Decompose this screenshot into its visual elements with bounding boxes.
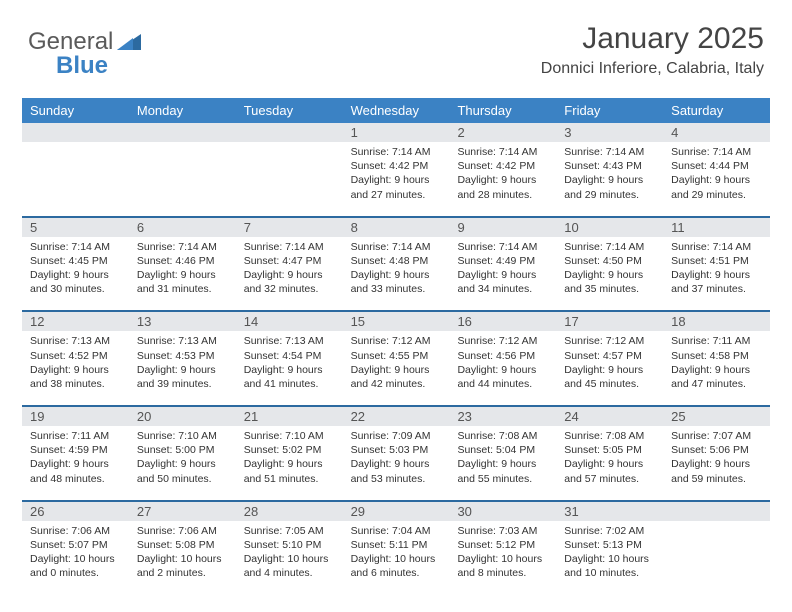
day-header-row: Sunday Monday Tuesday Wednesday Thursday…: [22, 98, 770, 123]
day-number: [663, 502, 770, 521]
day-body: Sunrise: 7:13 AM Sunset: 4:53 PM Dayligh…: [129, 331, 236, 393]
day-body-row: Sunrise: 7:06 AM Sunset: 5:07 PM Dayligh…: [22, 521, 770, 583]
day-body: [236, 142, 343, 204]
day-number: 29: [343, 502, 450, 521]
day-body: Sunrise: 7:06 AM Sunset: 5:07 PM Dayligh…: [22, 521, 129, 583]
day-body: Sunrise: 7:08 AM Sunset: 5:04 PM Dayligh…: [449, 426, 556, 488]
day-header: Tuesday: [236, 98, 343, 123]
day-number: 11: [663, 218, 770, 237]
day-number: 5: [22, 218, 129, 237]
day-body: Sunrise: 7:14 AM Sunset: 4:49 PM Dayligh…: [449, 237, 556, 299]
day-body: Sunrise: 7:06 AM Sunset: 5:08 PM Dayligh…: [129, 521, 236, 583]
day-body: Sunrise: 7:02 AM Sunset: 5:13 PM Dayligh…: [556, 521, 663, 583]
day-header: Wednesday: [343, 98, 450, 123]
day-body: [129, 142, 236, 204]
day-number-row: 262728293031: [22, 500, 770, 521]
day-number: 19: [22, 407, 129, 426]
day-body: Sunrise: 7:12 AM Sunset: 4:56 PM Dayligh…: [449, 331, 556, 393]
day-body: Sunrise: 7:10 AM Sunset: 5:00 PM Dayligh…: [129, 426, 236, 488]
day-body-row: Sunrise: 7:13 AM Sunset: 4:52 PM Dayligh…: [22, 331, 770, 393]
day-number: 15: [343, 312, 450, 331]
day-body: Sunrise: 7:03 AM Sunset: 5:12 PM Dayligh…: [449, 521, 556, 583]
day-body: Sunrise: 7:12 AM Sunset: 4:55 PM Dayligh…: [343, 331, 450, 393]
day-body: Sunrise: 7:11 AM Sunset: 4:59 PM Dayligh…: [22, 426, 129, 488]
day-number: 13: [129, 312, 236, 331]
day-number: 1: [343, 123, 450, 142]
day-number: 21: [236, 407, 343, 426]
day-number: 17: [556, 312, 663, 331]
day-body: Sunrise: 7:14 AM Sunset: 4:45 PM Dayligh…: [22, 237, 129, 299]
month-title: January 2025: [541, 22, 764, 56]
day-body: Sunrise: 7:08 AM Sunset: 5:05 PM Dayligh…: [556, 426, 663, 488]
day-header: Friday: [556, 98, 663, 123]
header-right: January 2025 Donnici Inferiore, Calabria…: [541, 22, 764, 78]
day-body: Sunrise: 7:14 AM Sunset: 4:48 PM Dayligh…: [343, 237, 450, 299]
day-number: 24: [556, 407, 663, 426]
day-header: Thursday: [449, 98, 556, 123]
day-number: 27: [129, 502, 236, 521]
day-body: Sunrise: 7:05 AM Sunset: 5:10 PM Dayligh…: [236, 521, 343, 583]
day-number: 20: [129, 407, 236, 426]
day-number: [22, 123, 129, 142]
day-number: 18: [663, 312, 770, 331]
day-body: Sunrise: 7:14 AM Sunset: 4:50 PM Dayligh…: [556, 237, 663, 299]
day-body: Sunrise: 7:07 AM Sunset: 5:06 PM Dayligh…: [663, 426, 770, 488]
day-number: 7: [236, 218, 343, 237]
day-number: 3: [556, 123, 663, 142]
location: Donnici Inferiore, Calabria, Italy: [541, 60, 764, 78]
day-body: Sunrise: 7:14 AM Sunset: 4:43 PM Dayligh…: [556, 142, 663, 204]
day-body: Sunrise: 7:14 AM Sunset: 4:42 PM Dayligh…: [343, 142, 450, 204]
day-body: Sunrise: 7:14 AM Sunset: 4:42 PM Dayligh…: [449, 142, 556, 204]
day-body: [22, 142, 129, 204]
day-number: 22: [343, 407, 450, 426]
day-body: Sunrise: 7:09 AM Sunset: 5:03 PM Dayligh…: [343, 426, 450, 488]
day-number-row: 19202122232425: [22, 405, 770, 426]
day-body-row: Sunrise: 7:14 AM Sunset: 4:42 PM Dayligh…: [22, 142, 770, 204]
day-body: Sunrise: 7:14 AM Sunset: 4:46 PM Dayligh…: [129, 237, 236, 299]
day-body: Sunrise: 7:13 AM Sunset: 4:52 PM Dayligh…: [22, 331, 129, 393]
day-number: [129, 123, 236, 142]
day-number: 25: [663, 407, 770, 426]
day-number-row: 12131415161718: [22, 310, 770, 331]
day-header: Sunday: [22, 98, 129, 123]
day-number: [236, 123, 343, 142]
day-number: 4: [663, 123, 770, 142]
day-number: 31: [556, 502, 663, 521]
day-header: Saturday: [663, 98, 770, 123]
day-body: Sunrise: 7:10 AM Sunset: 5:02 PM Dayligh…: [236, 426, 343, 488]
logo-triangle-icon: [117, 32, 143, 52]
calendar: Sunday Monday Tuesday Wednesday Thursday…: [22, 98, 770, 582]
day-number-row: 1234: [22, 123, 770, 142]
day-number: 14: [236, 312, 343, 331]
day-number: 16: [449, 312, 556, 331]
day-number: 26: [22, 502, 129, 521]
day-header: Monday: [129, 98, 236, 123]
day-body: Sunrise: 7:14 AM Sunset: 4:44 PM Dayligh…: [663, 142, 770, 204]
day-number: 28: [236, 502, 343, 521]
day-body: Sunrise: 7:11 AM Sunset: 4:58 PM Dayligh…: [663, 331, 770, 393]
day-number: 23: [449, 407, 556, 426]
day-number-row: 567891011: [22, 216, 770, 237]
day-body: [663, 521, 770, 583]
day-number: 9: [449, 218, 556, 237]
day-number: 10: [556, 218, 663, 237]
day-body: Sunrise: 7:14 AM Sunset: 4:51 PM Dayligh…: [663, 237, 770, 299]
day-body: Sunrise: 7:04 AM Sunset: 5:11 PM Dayligh…: [343, 521, 450, 583]
day-body-row: Sunrise: 7:11 AM Sunset: 4:59 PM Dayligh…: [22, 426, 770, 488]
day-number: 6: [129, 218, 236, 237]
logo-word-blue-wrap: Blue: [56, 52, 108, 80]
day-body-row: Sunrise: 7:14 AM Sunset: 4:45 PM Dayligh…: [22, 237, 770, 299]
day-number: 2: [449, 123, 556, 142]
day-body: Sunrise: 7:14 AM Sunset: 4:47 PM Dayligh…: [236, 237, 343, 299]
day-number: 30: [449, 502, 556, 521]
logo-word-blue: Blue: [56, 52, 108, 79]
day-body: Sunrise: 7:12 AM Sunset: 4:57 PM Dayligh…: [556, 331, 663, 393]
day-number: 8: [343, 218, 450, 237]
day-number: 12: [22, 312, 129, 331]
day-body: Sunrise: 7:13 AM Sunset: 4:54 PM Dayligh…: [236, 331, 343, 393]
